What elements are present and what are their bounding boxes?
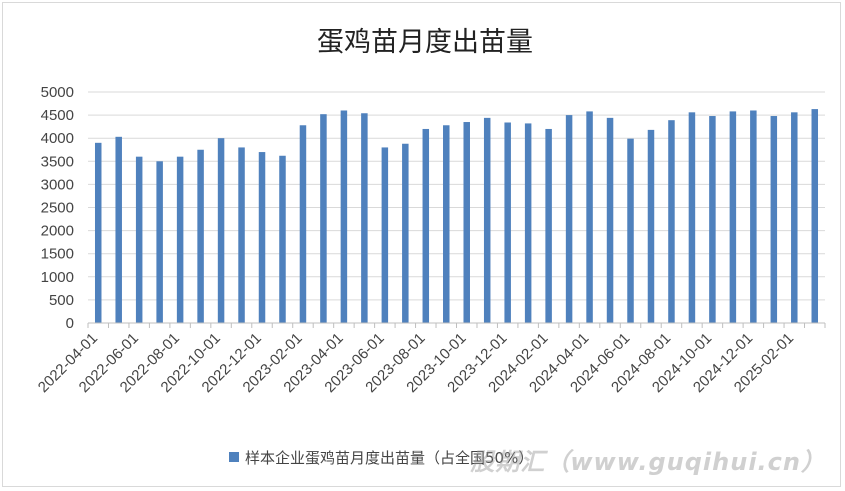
bar xyxy=(443,125,450,323)
bars xyxy=(94,109,819,324)
bar xyxy=(586,111,593,324)
bar xyxy=(524,123,532,323)
y-tick-label: 500 xyxy=(49,292,74,309)
gridlines xyxy=(88,91,825,301)
bar xyxy=(483,117,491,323)
x-axis xyxy=(87,322,826,328)
bar xyxy=(279,155,286,323)
y-tick-label: 2500 xyxy=(41,200,74,217)
y-axis-ticks: 0 500 1000 1500 2000 2500 3000 3500 4000 4500 5000 xyxy=(41,84,74,332)
bar xyxy=(340,110,348,323)
bar xyxy=(463,122,470,323)
bar xyxy=(545,128,552,323)
bar xyxy=(791,112,798,323)
bar xyxy=(135,156,143,323)
y-tick-label: 4000 xyxy=(41,130,74,147)
bar xyxy=(217,138,225,323)
bar xyxy=(238,147,245,323)
bar xyxy=(565,115,573,323)
bar xyxy=(606,117,614,323)
y-tick-label: 1500 xyxy=(41,246,74,263)
y-tick-label: 3000 xyxy=(41,176,74,193)
bar xyxy=(627,138,634,323)
y-tick-label: 1000 xyxy=(41,269,74,286)
bar xyxy=(258,152,266,323)
bar xyxy=(422,128,430,323)
legend-label: 样本企业蛋鸡苗月度出苗量（占全国50%） xyxy=(245,449,533,467)
bar xyxy=(381,147,389,323)
bar xyxy=(668,120,675,323)
x-axis-ticks: 2022-04-012022-06-012022-08-012022-10-01… xyxy=(35,330,797,396)
bar xyxy=(197,149,204,323)
y-tick-label: 3500 xyxy=(41,153,74,170)
watermark: 股期汇（www.guqihui.cn） xyxy=(469,448,826,476)
y-tick-label: 5000 xyxy=(41,84,74,101)
bar xyxy=(647,129,655,323)
bar xyxy=(770,116,778,323)
bar xyxy=(729,111,737,324)
y-tick-label: 0 xyxy=(66,315,74,332)
bar xyxy=(176,156,184,323)
bar xyxy=(94,142,102,323)
bar xyxy=(750,110,757,323)
bar xyxy=(299,125,307,323)
legend-swatch xyxy=(229,452,239,462)
y-tick-label: 2000 xyxy=(41,223,74,240)
bar xyxy=(361,113,368,323)
bar xyxy=(402,143,409,323)
bar xyxy=(504,122,511,323)
bar xyxy=(320,114,327,324)
bar xyxy=(709,116,716,323)
y-tick-label: 4500 xyxy=(41,107,74,124)
bar xyxy=(115,136,122,323)
bar xyxy=(688,112,696,323)
legend: 样本企业蛋鸡苗月度出苗量（占全国50%） xyxy=(229,449,533,467)
bar xyxy=(811,109,819,324)
bar xyxy=(156,161,163,323)
chart-title: 蛋鸡苗月度出苗量 xyxy=(317,27,533,58)
